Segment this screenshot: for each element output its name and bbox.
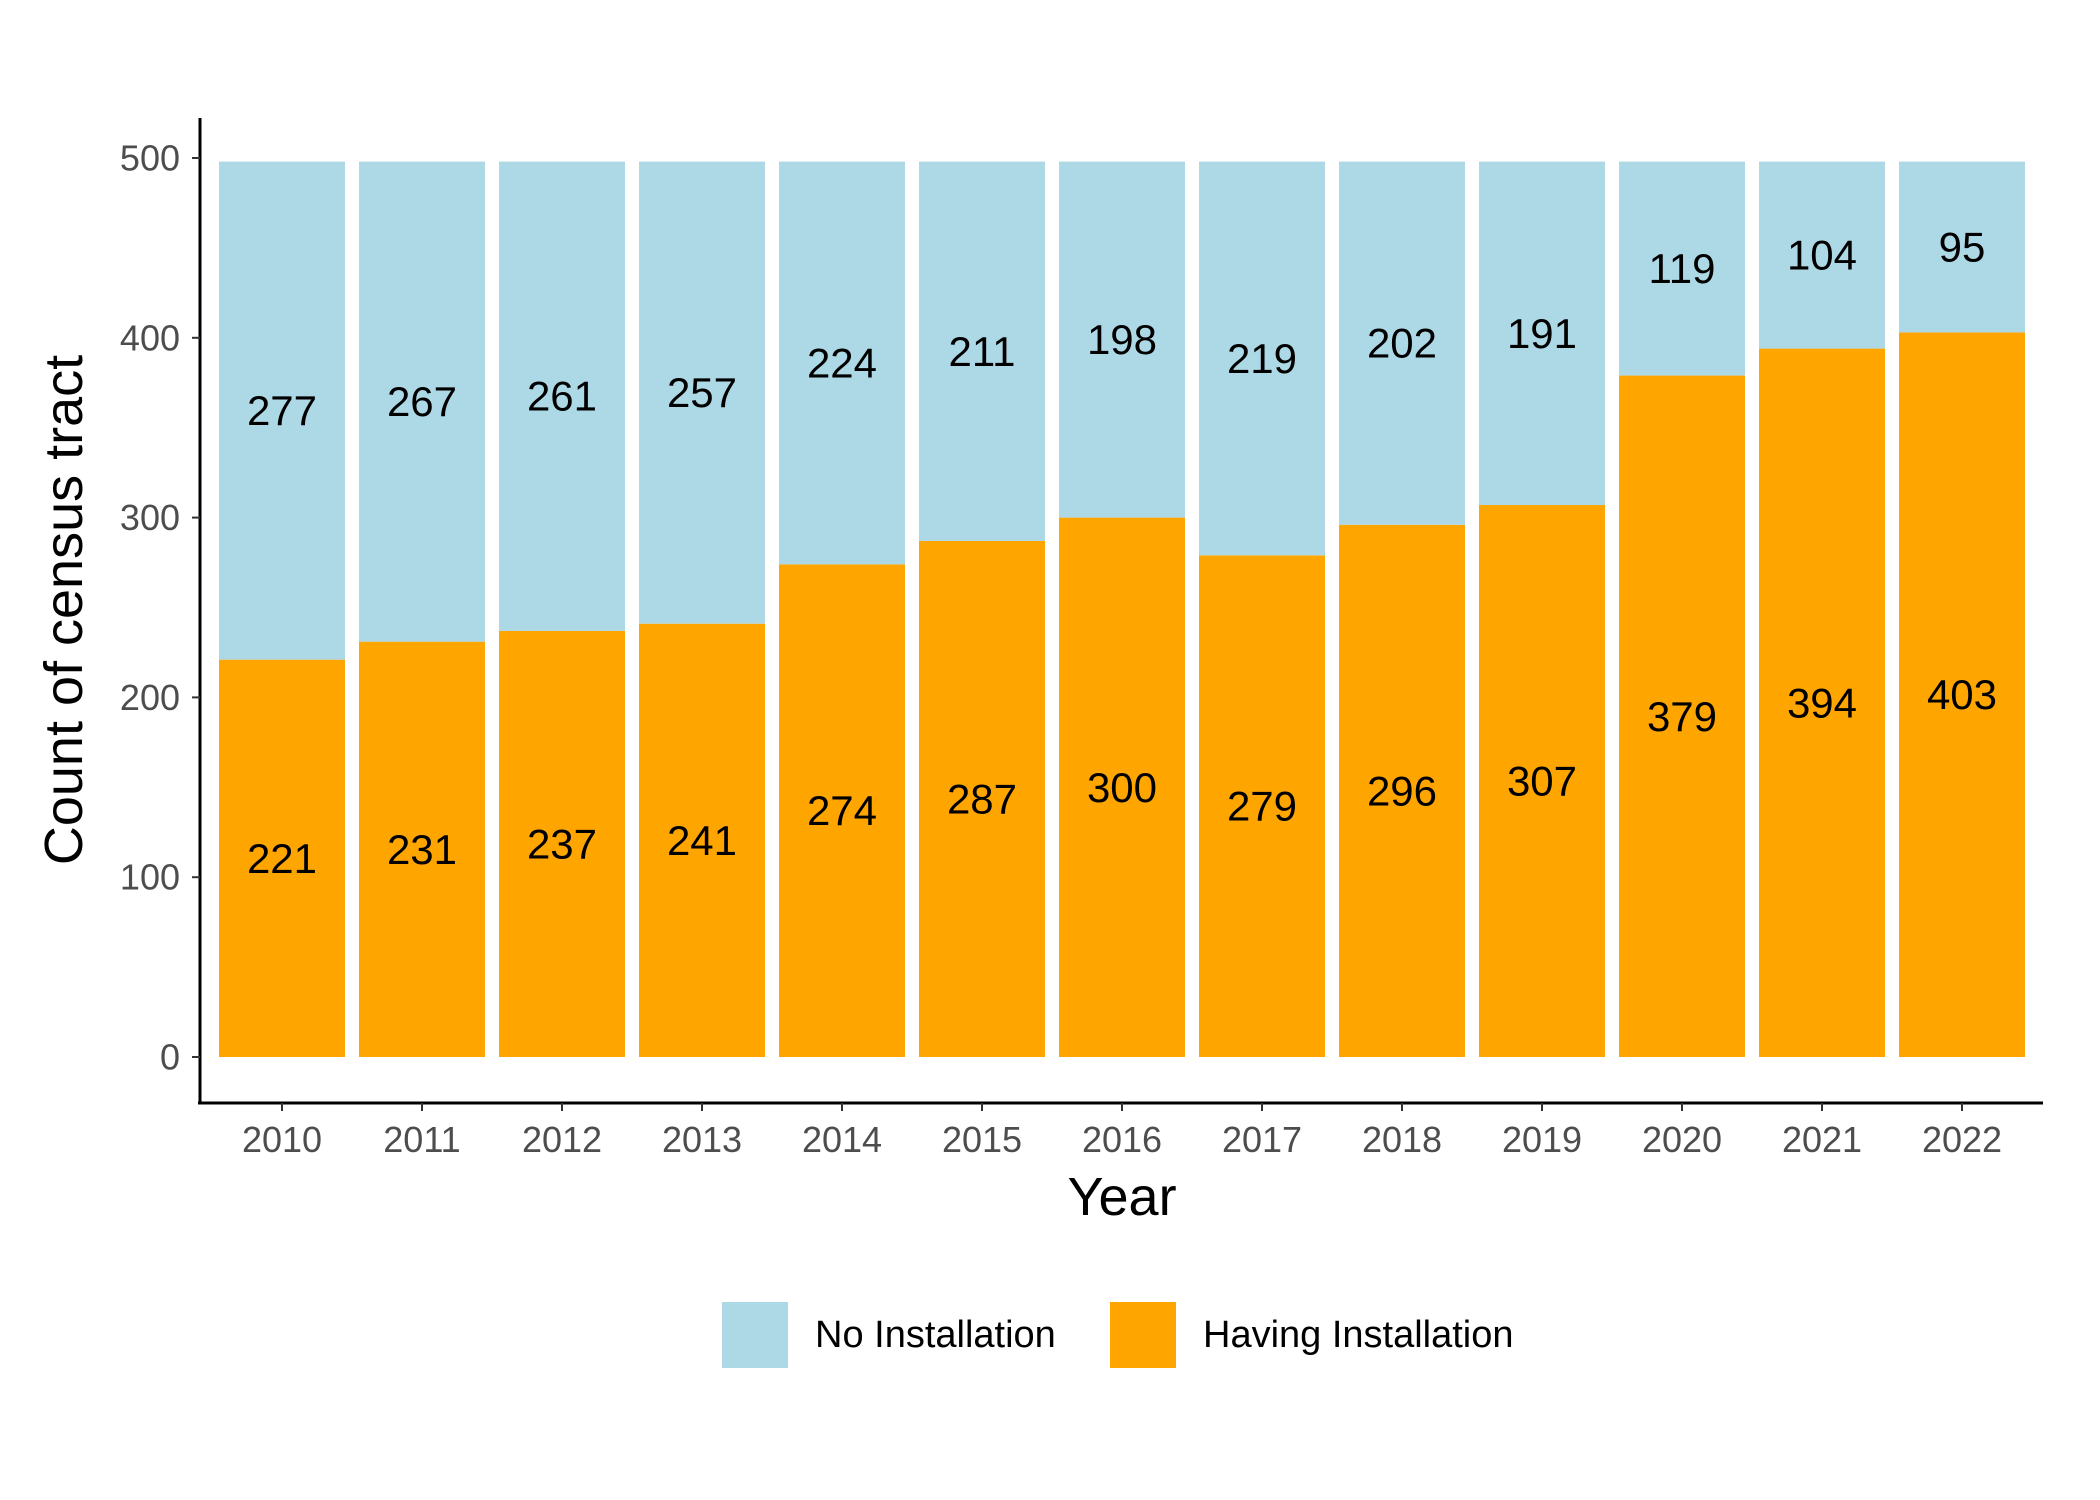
bar-having-2018 <box>1339 524 1465 1057</box>
bar-having-2014 <box>779 564 905 1057</box>
x-tick-label-2015: 2015 <box>942 1119 1022 1160</box>
y-tick-label-400: 400 <box>120 317 180 358</box>
bar-having-2013 <box>639 623 765 1057</box>
y-tick-label-500: 500 <box>120 138 180 179</box>
data-label-no-2014: 224 <box>807 339 877 386</box>
legend-label-no-installation: No Installation <box>815 1314 1056 1356</box>
data-label-having-2020: 379 <box>1647 693 1717 740</box>
bar-having-2017 <box>1199 555 1325 1057</box>
axes-layer <box>198 118 2043 1105</box>
data-label-no-2020: 119 <box>1649 245 1716 292</box>
bar-having-2019 <box>1479 505 1605 1057</box>
bar-having-2016 <box>1059 517 1185 1057</box>
y-tick-label-0: 0 <box>160 1037 180 1078</box>
bar-no-2018 <box>1339 161 1465 525</box>
bar-having-2012 <box>499 630 625 1057</box>
y-ticks: 0 100 200 300 400 500 <box>120 138 200 1078</box>
x-tick-label-2013: 2013 <box>662 1119 742 1160</box>
data-label-having-2021: 394 <box>1787 679 1857 726</box>
data-label-no-2010: 277 <box>247 387 317 434</box>
data-label-having-2012: 237 <box>527 820 597 867</box>
data-label-no-2019: 191 <box>1507 310 1577 357</box>
data-label-having-2019: 307 <box>1507 758 1577 805</box>
x-tick-label-2022: 2022 <box>1922 1119 2002 1160</box>
data-label-having-2010: 221 <box>247 835 317 882</box>
y-tick-label-100: 100 <box>120 857 180 898</box>
bar-no-2011 <box>359 161 485 642</box>
data-label-having-2011: 231 <box>387 826 457 873</box>
y-tick-label-200: 200 <box>120 677 180 718</box>
bar-having-2011 <box>359 641 485 1057</box>
data-label-no-2021: 104 <box>1787 232 1857 279</box>
data-label-no-2012: 261 <box>527 373 597 420</box>
data-label-having-2016: 300 <box>1087 764 1157 811</box>
bar-no-2012 <box>499 161 625 631</box>
bar-labels-layer: 221 277 231 267 237 261 241 257 274 224 287 211 300 1… <box>247 224 1997 882</box>
x-tick-label-2014: 2014 <box>802 1119 882 1160</box>
data-label-no-2011: 267 <box>387 378 457 425</box>
x-tick-label-2020: 2020 <box>1642 1119 1722 1160</box>
data-label-having-2014: 274 <box>807 787 877 834</box>
x-tick-label-2012: 2012 <box>522 1119 602 1160</box>
bar-no-2015 <box>919 161 1045 541</box>
data-label-no-2022: 95 <box>1939 224 1986 271</box>
x-tick-label-2019: 2019 <box>1502 1119 1582 1160</box>
bar-having-2010 <box>219 659 345 1057</box>
data-label-having-2017: 279 <box>1227 783 1297 830</box>
x-tick-label-2010: 2010 <box>242 1119 322 1160</box>
bar-no-2016 <box>1059 161 1185 518</box>
bar-no-2017 <box>1199 161 1325 556</box>
x-ticks: 2010 2011 2012 2013 2014 2015 2016 2017 2018 2019… <box>242 1103 2002 1160</box>
x-tick-label-2018: 2018 <box>1362 1119 1442 1160</box>
data-label-no-2018: 202 <box>1367 320 1437 367</box>
data-label-having-2015: 287 <box>947 775 1017 822</box>
bar-having-2020 <box>1619 375 1745 1058</box>
bars-layer <box>219 161 2025 1058</box>
bar-having-2022 <box>1899 332 2025 1057</box>
x-axis-title: Year <box>1067 1167 1176 1227</box>
bar-no-2020 <box>1619 161 1745 376</box>
x-tick-label-2017: 2017 <box>1222 1119 1302 1160</box>
bar-having-2021 <box>1759 348 1885 1057</box>
data-label-no-2015: 211 <box>949 328 1016 375</box>
data-label-having-2013: 241 <box>667 817 737 864</box>
bar-no-2014 <box>779 161 905 565</box>
legend: No Installation Having Installation <box>722 1302 1514 1368</box>
y-axis-title: Count of census tract <box>34 355 94 865</box>
legend-key-no-installation <box>722 1302 788 1368</box>
bar-no-2019 <box>1479 161 1605 506</box>
data-label-no-2016: 198 <box>1087 316 1157 363</box>
x-tick-label-2011: 2011 <box>383 1119 460 1160</box>
y-tick-label-300: 300 <box>120 497 180 538</box>
bar-no-2013 <box>639 161 765 624</box>
data-label-having-2018: 296 <box>1367 767 1437 814</box>
x-tick-label-2021: 2021 <box>1782 1119 1862 1160</box>
legend-label-having-installation: Having Installation <box>1203 1314 1514 1356</box>
legend-key-having-installation <box>1110 1302 1176 1368</box>
data-label-having-2022: 403 <box>1927 671 1997 718</box>
bar-no-2021 <box>1759 161 1885 349</box>
data-label-no-2013: 257 <box>667 369 737 416</box>
x-tick-label-2016: 2016 <box>1082 1119 1162 1160</box>
data-label-no-2017: 219 <box>1227 335 1297 382</box>
bar-no-2022 <box>1899 161 2025 333</box>
bar-no-2010 <box>219 161 345 660</box>
bar-having-2015 <box>919 540 1045 1057</box>
